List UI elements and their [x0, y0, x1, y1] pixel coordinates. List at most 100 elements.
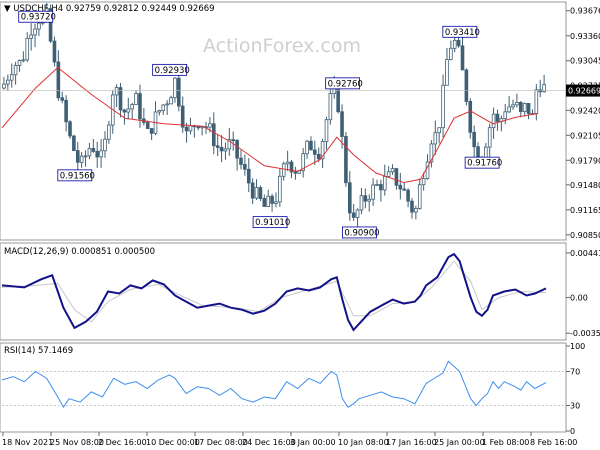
- candle-body: [138, 93, 142, 120]
- price-tick-label: 0.91480: [570, 181, 600, 190]
- chart-title: ▼ USDCHF,H4 0.92759 0.92812 0.92449 0.92…: [4, 4, 215, 14]
- price-tick-label: 0.91165: [570, 206, 600, 215]
- candle-body: [522, 103, 527, 112]
- candle-body: [344, 136, 348, 184]
- candle-body: [340, 111, 344, 137]
- candle-body: [13, 65, 18, 76]
- annotation-box: [57, 169, 93, 182]
- annotation-label: 0.91560: [60, 171, 95, 181]
- candle-body: [64, 99, 68, 123]
- candle-body: [328, 93, 333, 121]
- candle-body: [503, 111, 508, 120]
- candle-body: [433, 132, 438, 145]
- candle-body: [184, 126, 189, 132]
- macd-signal-line: [1, 260, 547, 323]
- candle-body: [324, 119, 329, 143]
- candle-body: [460, 45, 465, 71]
- candle-body: [379, 184, 383, 191]
- candle-body: [355, 209, 360, 218]
- candle-body: [386, 171, 391, 177]
- candle-body: [126, 108, 131, 113]
- rsi-tick-label: 100: [570, 342, 585, 351]
- candle-body: [180, 105, 185, 128]
- time-tick-label: 8 Feb 16:00: [530, 438, 577, 447]
- candle-body: [484, 146, 488, 159]
- candle-body: [29, 34, 33, 39]
- candle-body: [336, 85, 340, 113]
- candle-body: [367, 198, 372, 202]
- candle-body: [394, 168, 399, 186]
- candle-body: [145, 122, 150, 129]
- annotation-2: 0.92930: [152, 63, 190, 76]
- candle-body: [456, 39, 461, 47]
- candle-body: [227, 139, 232, 150]
- candle-body: [60, 97, 65, 101]
- rsi-axis: 100 70 30 0: [566, 342, 585, 436]
- candle-body: [289, 161, 294, 173]
- time-tick-label: 2 Dec 16:00: [98, 438, 147, 447]
- candle-body: [534, 89, 539, 114]
- price-axis: 0.936760.933600.930450.927350.924200.921…: [2, 7, 600, 240]
- candle-body: [118, 87, 123, 111]
- candle-body: [472, 131, 476, 148]
- candle-body: [491, 113, 496, 129]
- candle-body: [278, 175, 282, 203]
- candle-body: [75, 150, 80, 163]
- macd-lines: [1, 252, 547, 332]
- candle-body: [495, 113, 500, 122]
- candle-body: [99, 150, 103, 158]
- candle-body: [79, 155, 84, 163]
- candle-body: [309, 140, 313, 151]
- annotation-box: [252, 216, 288, 229]
- macd-title: MACD(12,26,9) 0.000851 0.000500: [4, 247, 155, 257]
- annotation-label: 0.91010: [255, 218, 290, 228]
- candle-body: [359, 195, 364, 211]
- annotation-0: 0.93720: [18, 10, 56, 23]
- price-tick-label: 0.92105: [570, 131, 600, 140]
- candle-body: [211, 123, 216, 147]
- candle-body: [130, 104, 134, 110]
- candle-body: [83, 155, 88, 158]
- candle-body: [165, 103, 169, 106]
- price-tick-label: 0.93676: [570, 7, 600, 16]
- candle-body: [243, 164, 247, 170]
- candle-body: [231, 139, 236, 142]
- candle-body: [87, 148, 92, 157]
- candle-body: [48, 8, 53, 42]
- annotation-label: 0.93410: [445, 28, 480, 38]
- candle-body: [68, 121, 72, 137]
- candle-body: [157, 109, 162, 113]
- candle-body: [406, 189, 410, 202]
- watermark: ActionForex.com: [203, 35, 361, 57]
- candle-body: [293, 171, 298, 174]
- price-tick-label: 0.90850: [570, 231, 600, 240]
- annotation-6: 0.93410: [442, 25, 480, 38]
- candle-body: [223, 148, 228, 152]
- macd-tick-label: 0.004412: [570, 249, 600, 258]
- candle-body: [437, 127, 441, 134]
- candle-body: [239, 157, 243, 165]
- candle-body: [95, 151, 100, 158]
- candle-body: [449, 47, 453, 60]
- candle-body: [390, 168, 395, 173]
- time-tick-label: 25 Jan 00:00: [434, 438, 485, 447]
- candle-body: [487, 127, 492, 148]
- candle-body: [254, 187, 259, 199]
- annotation-box: [464, 156, 500, 169]
- candle-body: [91, 148, 96, 152]
- candle-body: [258, 187, 263, 199]
- candle-body: [107, 124, 111, 140]
- annotation-box: [152, 63, 188, 76]
- candle-body: [452, 39, 457, 49]
- candle-body: [351, 212, 356, 218]
- candle-body: [188, 125, 193, 132]
- candle-body: [103, 138, 107, 152]
- time-tick-label: 25 Nov 08:00: [50, 438, 104, 447]
- candle-body: [169, 97, 173, 105]
- candle-body: [114, 87, 119, 96]
- time-tick-label: 1 Feb 08:00: [482, 438, 529, 447]
- candle-body: [301, 153, 305, 171]
- time-tick-label: 10 Dec 00:00: [146, 438, 200, 447]
- candle-body: [429, 143, 434, 163]
